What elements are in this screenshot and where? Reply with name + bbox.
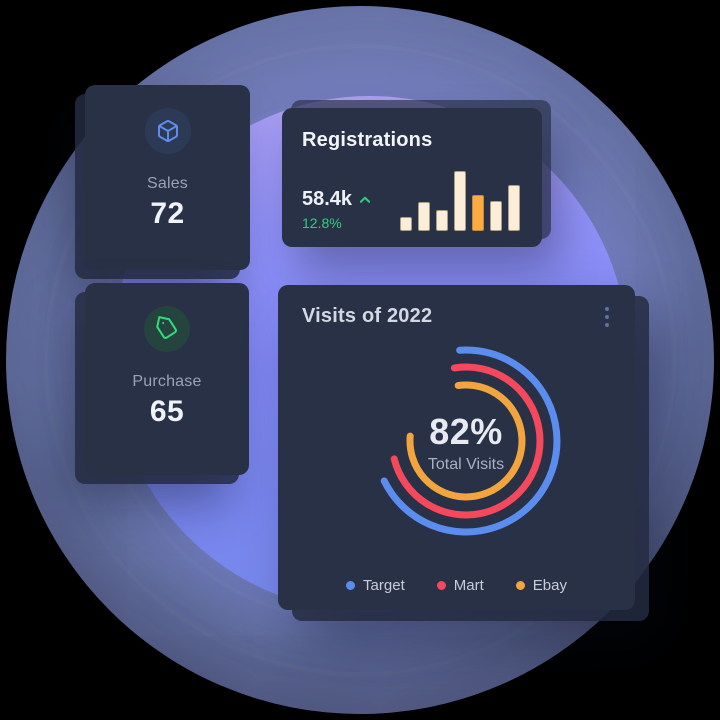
visits-card: Visits of 2022 82% Total Visits Target M… [278, 285, 635, 610]
visits-center-text: 82% Total Visits [376, 411, 556, 474]
tag-icon [144, 306, 190, 352]
legend-label: Ebay [532, 577, 567, 594]
bar [436, 210, 448, 231]
registrations-stats: 58.4k 12.8% [302, 188, 372, 231]
sales-value: 72 [150, 197, 185, 230]
registrations-card: Registrations 58.4k 12.8% [282, 108, 542, 247]
total-visits-label: Total Visits [427, 456, 505, 473]
kebab-menu-icon[interactable] [601, 303, 613, 331]
visits-ring-chart [380, 346, 561, 536]
visits-legend: Target Mart Ebay [278, 577, 635, 594]
sales-card: Sales 72 [85, 85, 250, 270]
registrations-title: Registrations [302, 129, 433, 151]
sales-label: Sales [146, 175, 189, 192]
purchase-label: Purchase [132, 373, 202, 390]
total-visits-percent: 82% [429, 411, 503, 452]
chevron-up-icon [358, 193, 372, 207]
ring-ebay [406, 381, 526, 501]
ring-target [380, 346, 561, 536]
box-icon [144, 108, 191, 154]
registrations-value: 58.4k [302, 188, 353, 210]
bar [418, 202, 430, 231]
ring-mart [390, 363, 544, 519]
bar [472, 195, 484, 231]
legend-item-target[interactable]: Target [346, 577, 405, 594]
legend-label: Mart [453, 577, 484, 594]
registrations-bar-chart [400, 169, 520, 231]
bar [490, 201, 502, 231]
legend-label: Target [363, 577, 405, 594]
bar [400, 217, 412, 231]
legend-item-ebay[interactable]: Ebay [515, 577, 567, 594]
registrations-change: 12.8% [302, 215, 342, 231]
visits-title: Visits of 2022 [302, 305, 433, 327]
mart-dot-icon [436, 581, 446, 590]
ebay-dot-icon [515, 581, 525, 590]
target-dot-icon [346, 581, 356, 590]
purchase-value: 65 [149, 395, 185, 428]
legend-item-mart[interactable]: Mart [436, 577, 484, 594]
bar [454, 171, 466, 231]
purchase-card: Purchase 65 [85, 283, 249, 475]
bar [508, 185, 520, 231]
